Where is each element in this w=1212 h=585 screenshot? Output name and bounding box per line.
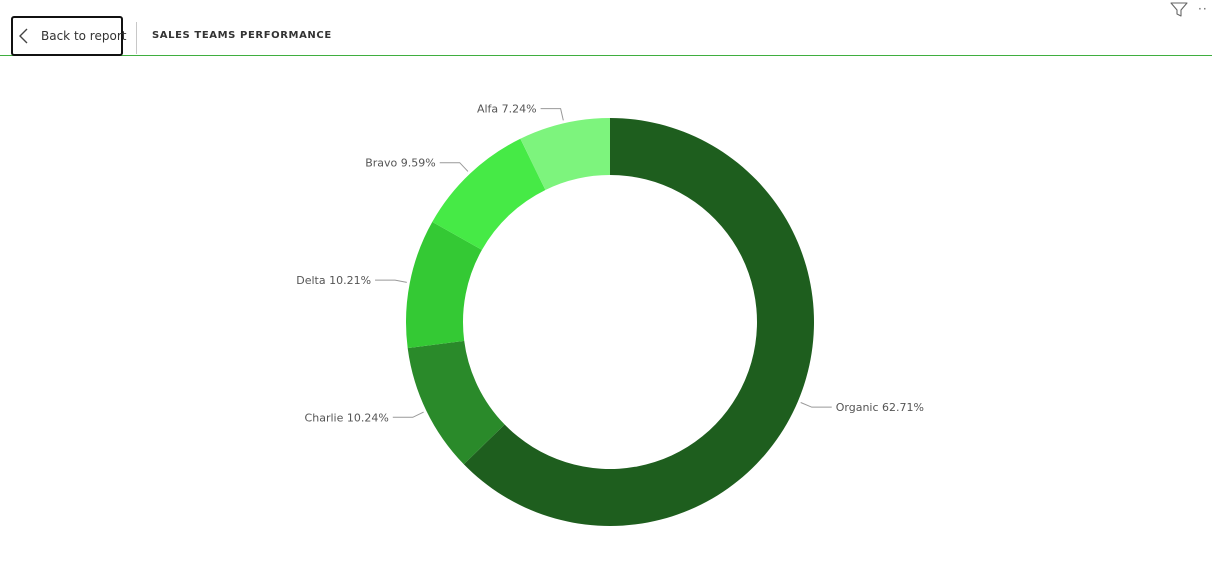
data-label-alfa: Alfa 7.24% <box>477 103 537 116</box>
donut-slice-organic[interactable] <box>463 118 814 526</box>
leader-line-bravo <box>439 162 469 172</box>
filter-icon[interactable] <box>1170 2 1188 18</box>
back-button-label: Back to report <box>41 29 127 43</box>
back-to-report-button[interactable]: Back to report <box>11 16 127 56</box>
leader-line-organic <box>800 402 832 408</box>
chevron-left-icon <box>19 28 28 44</box>
data-label-bravo: Bravo 9.59% <box>365 157 436 170</box>
data-label-delta: Delta 10.21% <box>296 274 371 287</box>
data-label-charlie: Charlie 10.24% <box>305 411 389 424</box>
donut-slice-delta[interactable] <box>406 221 482 349</box>
more-options-icon[interactable]: ·· <box>1198 2 1208 16</box>
donut-slice-bravo[interactable] <box>432 138 546 250</box>
donut-chart: Organic 62.71% Charlie 10.24% Delta 10.21%… <box>296 103 924 526</box>
data-label-organic: Organic 62.71% <box>836 401 924 414</box>
report-header: Back to report SALES TEAMS PERFORMANCE ·… <box>0 0 1212 56</box>
donut-slice-charlie[interactable] <box>407 340 505 465</box>
donut-slice-alfa[interactable] <box>520 118 610 190</box>
leader-line-alfa <box>540 108 564 121</box>
header-divider <box>136 22 137 54</box>
leader-line-charlie <box>392 411 424 418</box>
leader-line-delta <box>375 279 407 283</box>
page-title: SALES TEAMS PERFORMANCE <box>152 30 332 41</box>
